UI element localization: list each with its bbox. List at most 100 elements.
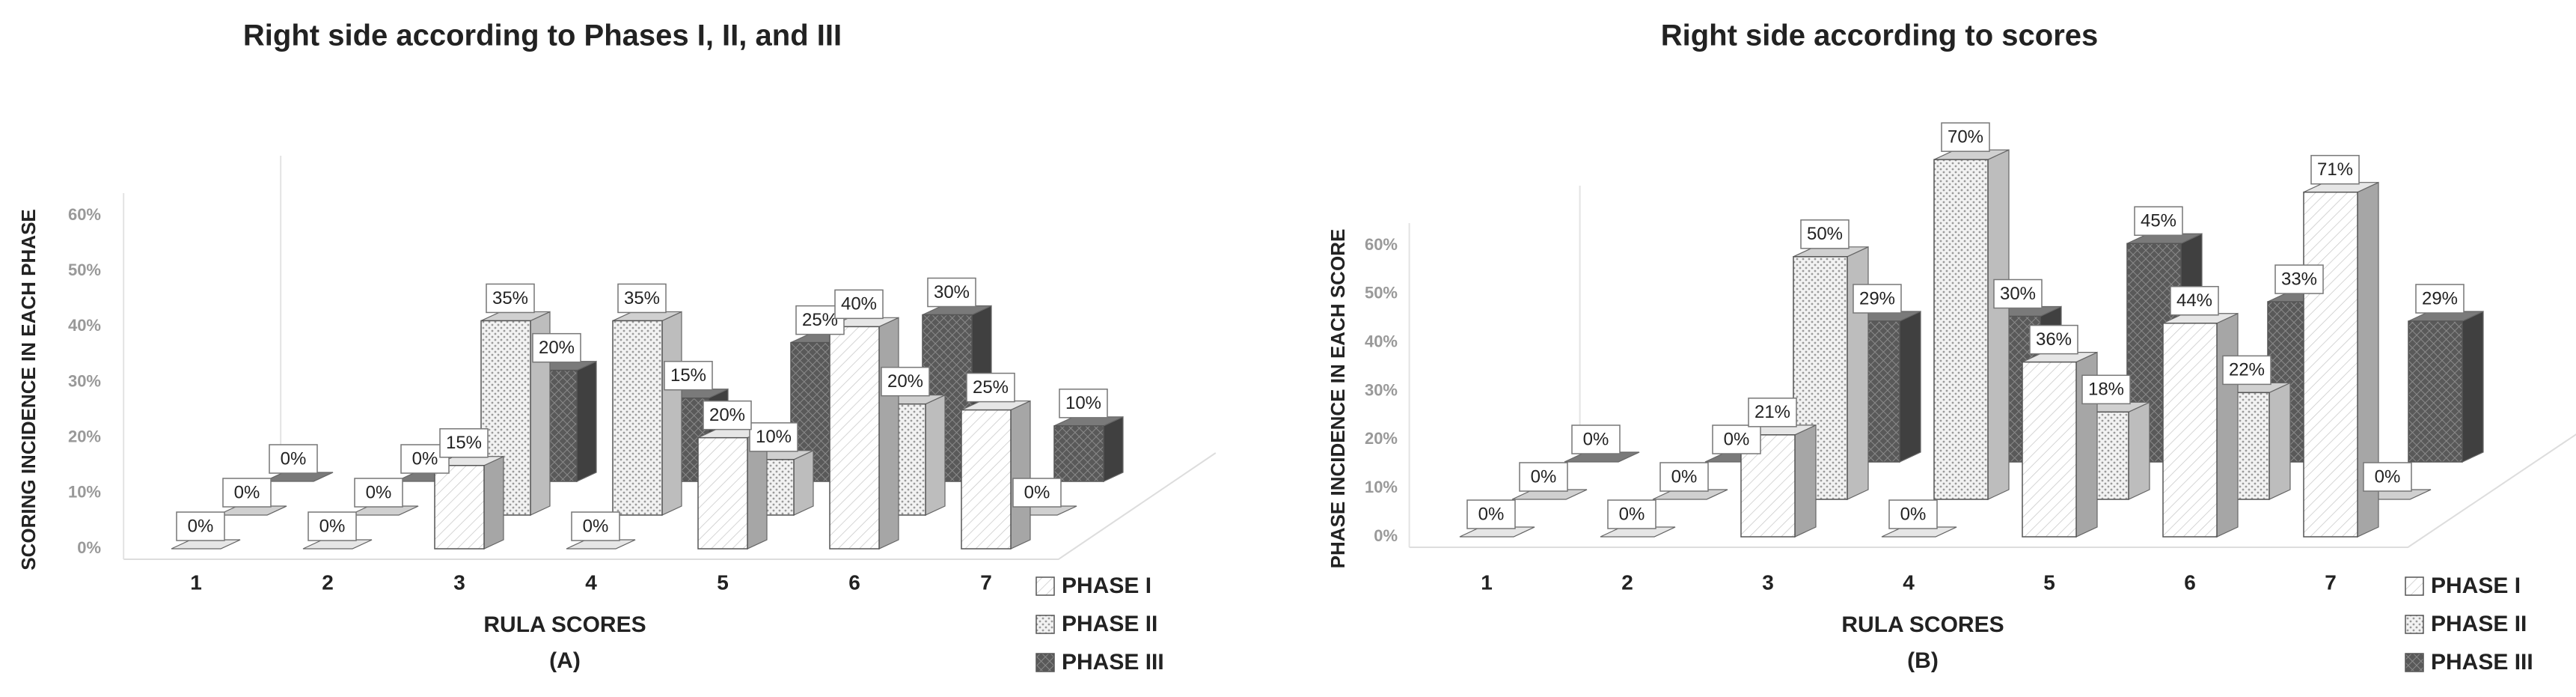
value-label-box — [2081, 374, 2131, 405]
bar — [1511, 489, 1588, 500]
value-label-box — [2310, 154, 2360, 185]
bar — [1600, 526, 1676, 538]
value-label: 25% — [973, 377, 1009, 398]
bar-side — [2216, 312, 2239, 538]
value-label-box — [308, 511, 357, 541]
bar — [612, 311, 682, 516]
bar-side — [2462, 311, 2484, 463]
value-label-box — [1888, 499, 1938, 529]
value-label-box — [1993, 279, 2043, 309]
x-axis-sublabel: (B) — [1907, 648, 1939, 673]
y-tick-label: 40% — [1365, 332, 1398, 350]
legend-label: PHASE II — [2431, 612, 2527, 636]
bar-side — [661, 311, 682, 516]
value-label: 15% — [446, 433, 482, 453]
x-tick-label: 7 — [2325, 570, 2337, 594]
value-label: 0% — [412, 448, 438, 469]
bar — [302, 539, 373, 550]
value-label: 0% — [1724, 429, 1750, 449]
y-tick-label: 40% — [68, 316, 101, 335]
bar — [1933, 149, 2010, 500]
value-label-box — [354, 478, 403, 508]
bar — [2162, 312, 2239, 538]
x-tick-label: 2 — [322, 570, 334, 594]
bar-top — [263, 472, 334, 482]
y-tick-label: 20% — [1365, 429, 1398, 448]
value-label-box — [532, 332, 581, 363]
value-label-box — [1712, 424, 1761, 454]
x-tick-label: 5 — [2043, 570, 2055, 594]
bar-side — [1010, 400, 1031, 550]
value-label-box — [2170, 285, 2219, 316]
value-label: 0% — [1024, 482, 1050, 502]
legend-label: PHASE I — [1062, 573, 1151, 598]
value-label: 0% — [1900, 504, 1927, 524]
bar — [566, 539, 636, 550]
bar — [263, 472, 334, 482]
value-label: 0% — [281, 448, 307, 469]
legend-label: PHASE III — [2431, 650, 2533, 675]
value-label: 45% — [2141, 211, 2176, 231]
bar — [961, 400, 1031, 550]
value-label: 29% — [1859, 288, 1895, 308]
bar-side — [2128, 401, 2150, 500]
bar-top — [302, 539, 373, 550]
bar-side — [925, 394, 946, 516]
bar-side — [793, 449, 814, 516]
bar-top — [1881, 526, 1957, 538]
bar-side — [1899, 311, 1921, 463]
value-label-box — [439, 428, 489, 458]
y-axis-label: SCORING INCIDENCE IN EACH PHASE — [17, 209, 40, 570]
chart-title: Right side according to scores — [1661, 19, 2099, 52]
value-label-box — [1012, 478, 1062, 508]
legend-swatch — [1035, 615, 1055, 634]
value-label: 20% — [709, 405, 745, 425]
value-label-box — [749, 422, 798, 452]
bar-front — [829, 326, 880, 550]
bar — [217, 505, 287, 516]
bar — [829, 317, 899, 550]
value-label: 22% — [2229, 360, 2265, 380]
value-label-box — [1659, 462, 1709, 492]
bar-front — [434, 465, 485, 550]
x-tick-label: 1 — [190, 570, 202, 594]
bar-front — [2408, 320, 2463, 463]
value-label: 20% — [539, 338, 575, 358]
legend-swatch — [1035, 576, 1055, 596]
value-label: 30% — [934, 282, 970, 302]
bar-front — [2162, 322, 2218, 538]
bar-top — [1564, 451, 1640, 463]
value-label: 71% — [2317, 159, 2353, 180]
value-label: 35% — [624, 288, 660, 308]
value-label-box — [1466, 499, 1516, 529]
value-label: 44% — [2176, 290, 2212, 311]
y-tick-label: 0% — [77, 538, 101, 557]
y-tick-label: 20% — [68, 427, 101, 445]
bar-side — [2268, 382, 2291, 500]
y-tick-label: 60% — [68, 205, 101, 224]
bar-top — [1459, 526, 1535, 538]
value-label-box — [222, 478, 272, 508]
value-label-box — [1571, 424, 1621, 454]
bar-top — [171, 539, 241, 550]
value-label: 0% — [1531, 466, 1557, 487]
value-label: 40% — [841, 294, 877, 314]
value-label: 0% — [366, 482, 392, 502]
x-tick-label: 1 — [1481, 570, 1493, 594]
value-label-box — [2029, 324, 2078, 355]
y-tick-label: 0% — [1374, 526, 1398, 545]
value-label: 0% — [1583, 429, 1609, 449]
bar-front — [612, 320, 663, 516]
value-label-box — [1607, 499, 1656, 529]
bar-top — [1652, 489, 1728, 500]
bar-front — [2303, 191, 2358, 538]
value-label: 10% — [756, 427, 792, 447]
bar — [2303, 181, 2379, 538]
legend-swatch — [2405, 653, 2424, 672]
value-label: 33% — [2281, 269, 2317, 289]
value-label-box — [881, 366, 930, 397]
legend-swatch — [2405, 615, 2424, 634]
value-label-box — [834, 289, 884, 320]
y-tick-label: 10% — [68, 483, 101, 502]
bar — [1652, 489, 1728, 500]
